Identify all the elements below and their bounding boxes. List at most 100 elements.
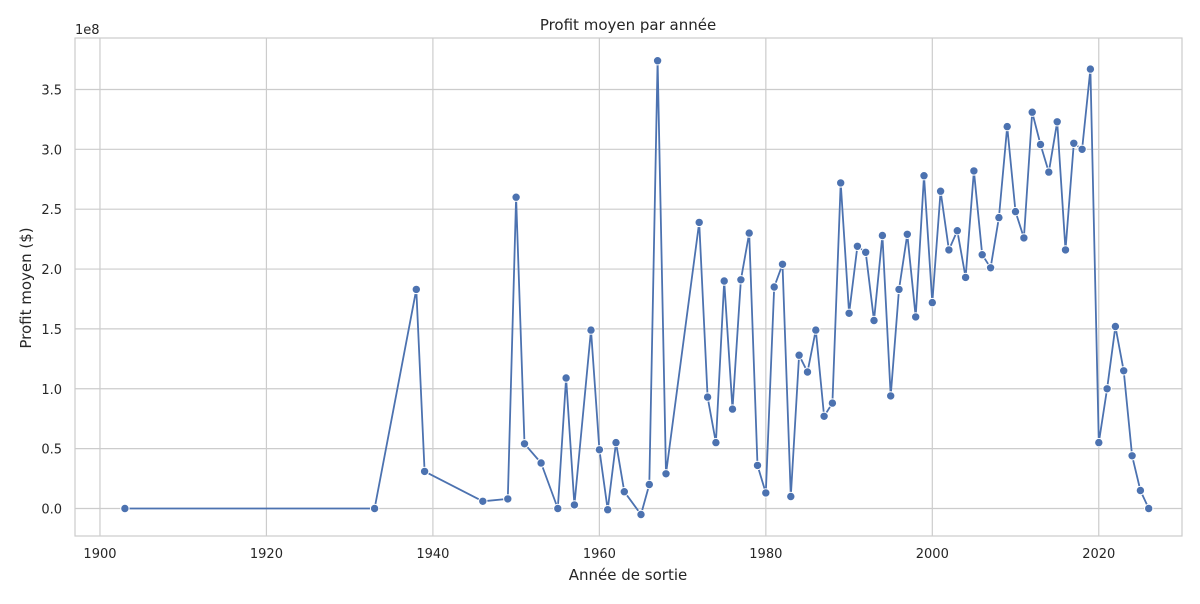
data-point bbox=[536, 458, 546, 468]
data-point bbox=[719, 276, 729, 286]
data-point bbox=[794, 350, 804, 360]
y-tick-label: 0.5 bbox=[41, 443, 62, 458]
data-point bbox=[1035, 139, 1046, 150]
x-tick-label: 1920 bbox=[250, 547, 283, 562]
x-tick-label: 2000 bbox=[916, 547, 949, 562]
data-point bbox=[852, 241, 863, 252]
data-point bbox=[1119, 366, 1129, 376]
data-point bbox=[911, 312, 921, 322]
grid-lines bbox=[75, 38, 1182, 536]
data-point bbox=[861, 247, 871, 258]
x-tick-label: 1940 bbox=[416, 547, 449, 562]
data-point bbox=[661, 469, 671, 479]
data-point bbox=[1069, 138, 1079, 149]
y-tick-label: 1.5 bbox=[41, 323, 62, 338]
data-point bbox=[1044, 167, 1054, 177]
data-point bbox=[644, 479, 654, 490]
data-point bbox=[369, 503, 380, 514]
data-point bbox=[511, 192, 521, 202]
data-point bbox=[569, 500, 580, 510]
data-point bbox=[619, 487, 629, 497]
data-point bbox=[1110, 321, 1121, 332]
data-point bbox=[894, 284, 904, 295]
data-point bbox=[1010, 206, 1021, 217]
data-point bbox=[994, 212, 1004, 223]
data-point bbox=[603, 505, 613, 515]
data-point bbox=[1052, 117, 1062, 127]
data-point bbox=[819, 411, 829, 421]
data-point bbox=[594, 445, 605, 455]
data-point bbox=[786, 491, 796, 502]
chart-title: Profit moyen par année bbox=[540, 16, 716, 34]
data-point bbox=[519, 439, 530, 449]
data-point bbox=[478, 496, 488, 506]
data-point bbox=[761, 488, 771, 498]
data-point bbox=[977, 250, 987, 260]
data-point bbox=[886, 391, 896, 401]
data-point bbox=[1127, 451, 1137, 461]
data-point bbox=[844, 308, 854, 318]
data-point bbox=[777, 259, 788, 269]
data-point bbox=[503, 494, 513, 504]
data-point bbox=[702, 392, 713, 402]
series-line bbox=[124, 59, 1150, 516]
y-axis-ticks: 0.0 0.5 1.0 1.5 2.0 2.5 3.0 3.5 bbox=[41, 83, 62, 517]
data-point bbox=[1102, 384, 1112, 394]
data-point bbox=[553, 503, 563, 514]
data-point bbox=[985, 263, 996, 273]
data-point bbox=[877, 230, 888, 241]
y-axis-label: Profit moyen ($) bbox=[17, 227, 35, 348]
data-point bbox=[802, 367, 813, 377]
y-tick-label: 3.0 bbox=[41, 143, 62, 158]
data-point bbox=[636, 509, 646, 520]
data-point bbox=[969, 166, 979, 176]
data-point bbox=[411, 284, 421, 295]
data-point bbox=[1002, 121, 1012, 132]
x-tick-label: 1960 bbox=[583, 547, 616, 562]
data-point bbox=[561, 373, 571, 383]
y-tick-label: 0.0 bbox=[41, 502, 62, 517]
x-axis-ticks: 1900 1920 1940 1960 1980 2000 2020 bbox=[83, 547, 1115, 562]
data-point bbox=[869, 315, 879, 326]
x-tick-label: 1900 bbox=[83, 547, 116, 562]
data-point bbox=[1135, 485, 1146, 496]
plot-frame bbox=[74, 37, 1183, 537]
y-tick-label: 1.0 bbox=[41, 383, 62, 398]
data-point bbox=[1019, 233, 1029, 243]
data-point bbox=[586, 325, 596, 335]
data-point bbox=[1027, 107, 1037, 117]
data-point bbox=[836, 178, 846, 188]
data-point bbox=[811, 325, 821, 335]
data-point bbox=[944, 245, 954, 255]
data-point bbox=[120, 503, 130, 514]
y-tick-label: 2.0 bbox=[41, 263, 62, 278]
data-point bbox=[1085, 64, 1096, 74]
data-point bbox=[1094, 437, 1104, 448]
data-point bbox=[960, 272, 971, 283]
data-point bbox=[694, 217, 704, 228]
data-point bbox=[727, 404, 738, 414]
data-point bbox=[419, 466, 430, 477]
data-point bbox=[711, 437, 721, 448]
data-point bbox=[611, 437, 621, 448]
data-point bbox=[1077, 144, 1087, 155]
x-tick-label: 1980 bbox=[749, 547, 782, 562]
data-point bbox=[952, 226, 962, 236]
data-point bbox=[752, 460, 763, 471]
data-point bbox=[919, 171, 929, 181]
data-point bbox=[935, 186, 946, 196]
data-point bbox=[902, 229, 912, 240]
data-point bbox=[1144, 503, 1154, 514]
data-point bbox=[827, 398, 838, 408]
data-point bbox=[744, 228, 754, 238]
data-point bbox=[652, 56, 663, 66]
data-point bbox=[1060, 245, 1071, 255]
y-tick-label: 2.5 bbox=[41, 203, 62, 218]
y-tick-label: 3.5 bbox=[41, 83, 62, 98]
data-point bbox=[769, 282, 779, 292]
x-tick-label: 2020 bbox=[1082, 547, 1115, 562]
y-offset-label: 1e8 bbox=[75, 23, 100, 38]
x-axis-label: Année de sortie bbox=[569, 566, 687, 584]
